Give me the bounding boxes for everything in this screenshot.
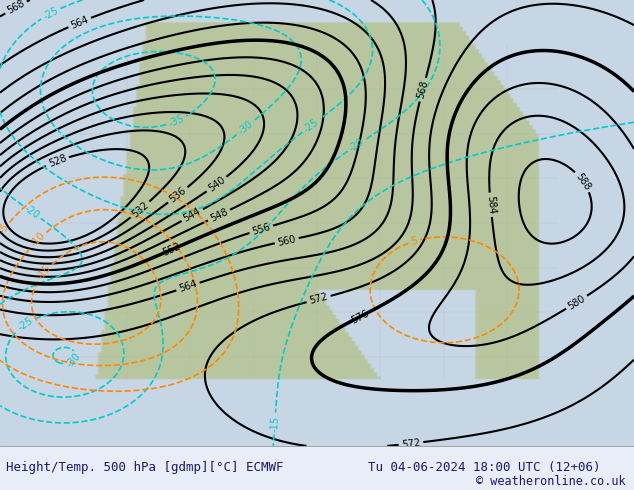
- Text: 576: 576: [349, 308, 371, 325]
- Text: 544: 544: [182, 206, 203, 224]
- Text: -5: -5: [0, 221, 11, 236]
- Text: 568: 568: [6, 0, 27, 16]
- Text: 5: 5: [410, 236, 418, 247]
- Text: © weatheronline.co.uk: © weatheronline.co.uk: [476, 475, 625, 488]
- Text: Height/Temp. 500 hPa [gdmp][°C] ECMWF: Height/Temp. 500 hPa [gdmp][°C] ECMWF: [6, 462, 284, 474]
- Text: 556: 556: [251, 221, 271, 237]
- Text: 528: 528: [47, 153, 68, 169]
- Text: -25: -25: [41, 5, 60, 22]
- Text: 564: 564: [178, 279, 198, 294]
- Text: -30: -30: [236, 119, 255, 137]
- Text: 564: 564: [69, 14, 90, 30]
- Text: -15: -15: [269, 415, 280, 432]
- Text: 540: 540: [206, 175, 227, 194]
- Text: 536: 536: [167, 185, 188, 205]
- Text: -15: -15: [36, 263, 53, 282]
- Text: 572: 572: [308, 292, 329, 306]
- Text: -25: -25: [16, 316, 35, 333]
- Text: 532: 532: [130, 200, 150, 220]
- Text: 584: 584: [485, 195, 496, 215]
- Text: -25: -25: [302, 117, 321, 134]
- Text: Tu 04-06-2024 18:00 UTC (12+06): Tu 04-06-2024 18:00 UTC (12+06): [368, 462, 600, 474]
- Text: 572: 572: [401, 438, 421, 449]
- Text: 580: 580: [566, 293, 587, 312]
- Text: -35: -35: [167, 113, 186, 129]
- Text: 552: 552: [162, 241, 183, 258]
- Text: -30: -30: [64, 351, 82, 369]
- Text: -20: -20: [347, 137, 366, 154]
- Text: 548: 548: [209, 207, 230, 223]
- Text: -10: -10: [29, 231, 48, 249]
- Text: 568: 568: [415, 79, 430, 100]
- Text: 588: 588: [574, 171, 592, 192]
- Text: -20: -20: [22, 203, 41, 220]
- Text: 560: 560: [276, 234, 297, 247]
